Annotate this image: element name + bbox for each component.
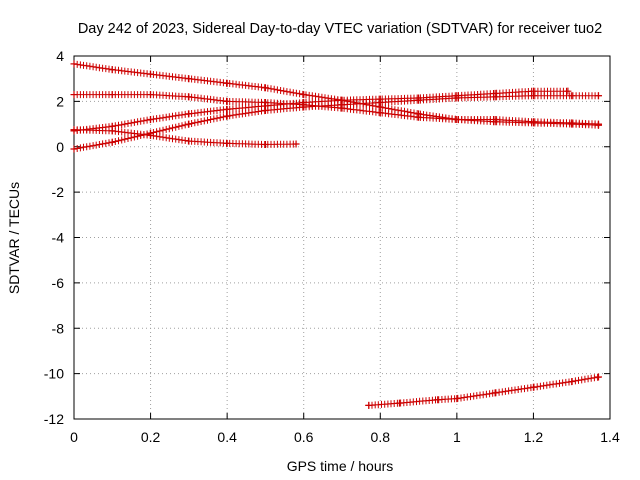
data-point — [453, 395, 461, 403]
data-point — [70, 126, 78, 134]
data-point — [223, 105, 231, 113]
data-point — [185, 110, 193, 118]
data-point — [568, 378, 576, 386]
data-point — [453, 116, 461, 124]
data-point — [185, 75, 193, 83]
data-point — [300, 91, 308, 99]
data-point — [491, 116, 499, 124]
y-tick-label: -8 — [52, 320, 65, 336]
x-tick-label: 1.2 — [524, 429, 544, 445]
data-point — [365, 401, 373, 409]
data-point — [223, 97, 231, 105]
data-point — [415, 113, 423, 121]
data-point — [376, 109, 384, 117]
data-point — [261, 102, 269, 110]
chart-title: Day 242 of 2023, Sidereal Day-to-day VTE… — [78, 21, 602, 37]
data-point — [185, 120, 193, 128]
series-track-d — [70, 87, 572, 135]
x-tick-label: 1 — [453, 429, 461, 445]
data-point — [147, 70, 155, 78]
data-point — [70, 60, 78, 68]
y-tick-label: 4 — [56, 48, 64, 64]
data-point — [185, 137, 193, 145]
data-point — [108, 91, 116, 99]
data-point — [491, 389, 499, 397]
y-tick-label: -2 — [52, 184, 65, 200]
data-point — [529, 87, 537, 95]
data-point — [70, 91, 78, 99]
x-axis-label: GPS time / hours — [287, 458, 394, 474]
data-point — [595, 92, 603, 100]
data-point — [568, 92, 576, 100]
y-axis-label: SDTVAR / TECUs — [6, 182, 22, 294]
data-point — [453, 92, 461, 100]
y-tick-label: 2 — [56, 93, 64, 109]
y-tick-label: -10 — [44, 366, 64, 382]
x-tick-label: 0.4 — [217, 429, 237, 445]
data-point — [70, 145, 78, 153]
data-point — [434, 396, 442, 404]
data-point — [147, 116, 155, 124]
y-tick-label: -4 — [52, 230, 65, 246]
data-point — [147, 131, 155, 139]
series-layer — [70, 60, 603, 409]
data-point — [292, 140, 300, 148]
data-point — [108, 138, 116, 146]
data-point — [529, 383, 537, 391]
series-track-b — [70, 91, 603, 128]
data-point — [147, 91, 155, 99]
x-tick-label: 0.8 — [371, 429, 391, 445]
x-tick-label: 0.6 — [294, 429, 314, 445]
data-point — [223, 139, 231, 147]
data-point — [108, 66, 116, 74]
data-point — [568, 119, 576, 127]
y-tick-label: -6 — [52, 275, 65, 291]
data-point — [529, 118, 537, 126]
data-point — [185, 93, 193, 101]
data-point — [261, 140, 269, 148]
data-point — [300, 99, 308, 107]
data-point — [338, 96, 346, 104]
data-point — [595, 373, 603, 381]
data-point — [261, 84, 269, 92]
x-tick-label: 0.2 — [141, 429, 161, 445]
x-tick-label: 0 — [70, 429, 78, 445]
data-point — [595, 120, 603, 128]
series-track-e — [70, 126, 300, 148]
data-point — [491, 89, 499, 97]
y-tick-label: -12 — [44, 411, 64, 427]
ticks: 0 0.2 0.4 0.6 0.8 1 1.2 1.4 -12 -10 -8 -6 -4 -2 0 2 4 — [44, 48, 620, 445]
data-point — [223, 112, 231, 120]
series-track-f — [365, 373, 603, 409]
data-point — [564, 87, 572, 95]
data-point — [376, 95, 384, 103]
data-point — [395, 399, 403, 407]
data-point — [223, 79, 231, 87]
data-point — [108, 127, 116, 135]
data-point — [415, 94, 423, 102]
x-tick-label: 1.4 — [600, 429, 620, 445]
y-tick-label: 0 — [56, 139, 64, 155]
